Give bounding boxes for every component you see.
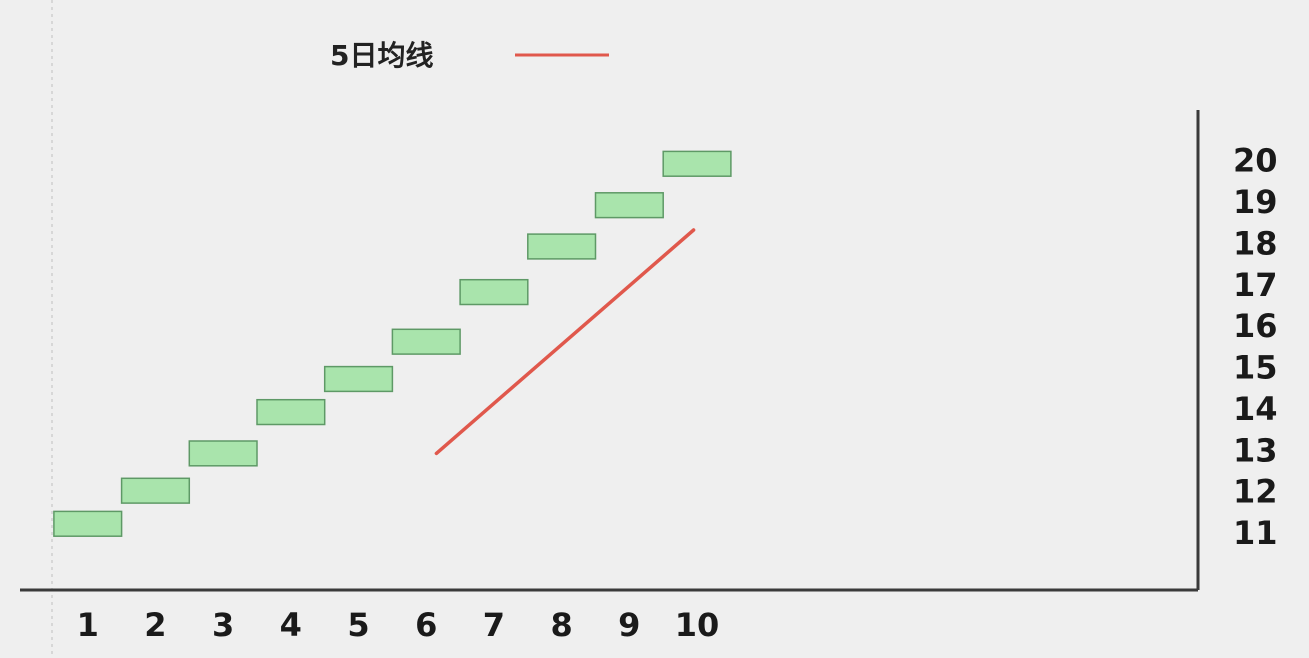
x-ticks-layer: 1 2 3 4 5 6 7 8 9 10: [77, 606, 720, 644]
data-box: [53, 510, 123, 537]
data-box: [256, 398, 326, 426]
y-tick-label: 12: [1233, 473, 1278, 511]
y-tick-label: 20: [1233, 142, 1278, 180]
x-tick-label: 3: [212, 606, 234, 644]
x-tick-label: 8: [550, 606, 572, 644]
x-tick-label: 4: [280, 606, 302, 644]
data-box: [527, 233, 597, 260]
x-tick-label: 1: [77, 606, 99, 644]
data-box: [391, 328, 461, 355]
y-tick-label: 13: [1233, 431, 1278, 469]
x-tick-label: 5: [347, 606, 369, 644]
y-tick-label: 16: [1233, 307, 1278, 345]
y-tick-label: 15: [1233, 349, 1278, 387]
boxes-layer: [53, 150, 732, 537]
x-tick-label: 9: [618, 606, 640, 644]
legend: 5日均线: [330, 39, 609, 72]
moving-average-line: [434, 228, 696, 456]
y-tick-label: 18: [1233, 224, 1278, 262]
y-tick-label: 19: [1233, 183, 1278, 221]
data-box: [120, 477, 191, 504]
x-tick-label: 6: [415, 606, 437, 644]
y-tick-label: 17: [1233, 266, 1278, 304]
data-box: [594, 192, 664, 219]
y-tick-label: 14: [1233, 390, 1278, 428]
x-tick-label: 7: [483, 606, 505, 644]
data-box: [323, 365, 394, 393]
data-box: [188, 440, 258, 467]
data-box: [662, 150, 732, 177]
y-tick-label: 11: [1233, 514, 1278, 552]
line-layer: [434, 228, 696, 456]
x-tick-label: 10: [675, 606, 720, 644]
legend-label: 5日均线: [330, 39, 433, 72]
x-tick-label: 2: [144, 606, 166, 644]
data-box: [459, 278, 529, 306]
